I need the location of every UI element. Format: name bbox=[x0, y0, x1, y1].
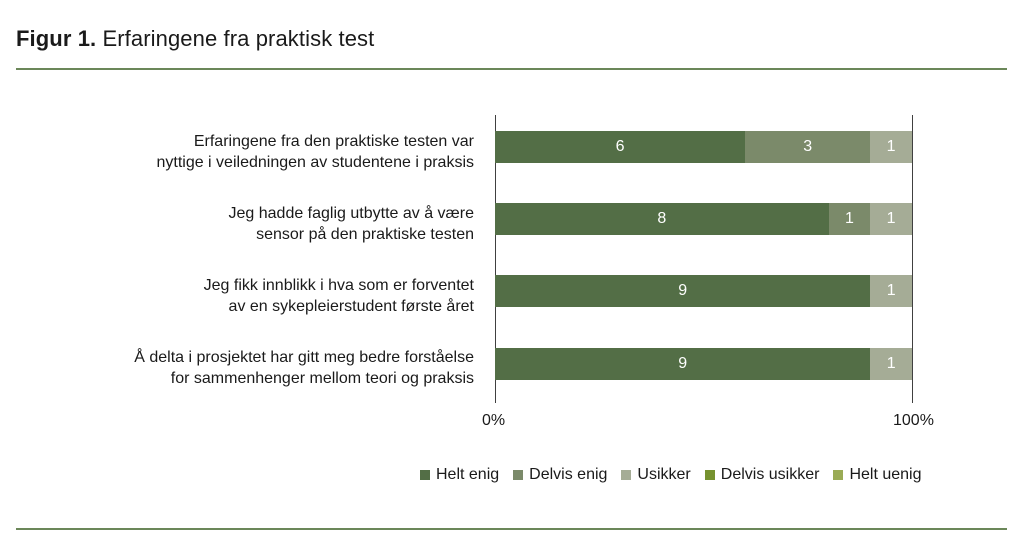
legend-label: Delvis enig bbox=[529, 466, 608, 483]
row-label: Erfaringene fra den praktiske testen var… bbox=[156, 131, 474, 173]
figure-label: Figur 1. bbox=[16, 26, 97, 51]
row-label-line: Jeg hadde faglig utbytte av å være bbox=[228, 205, 475, 222]
figure-title: Figur 1. Erfaringene fra praktisk test bbox=[16, 26, 374, 52]
legend-swatch-icon bbox=[833, 470, 844, 480]
bar-segment: 3 bbox=[745, 131, 871, 163]
row-label: Jeg hadde faglig utbytte av å være senso… bbox=[229, 203, 475, 245]
bar-segment: 1 bbox=[870, 348, 912, 380]
figure-title-text: Erfaringene fra praktisk test bbox=[102, 26, 375, 51]
legend-label: Helt uenig bbox=[849, 466, 922, 483]
legend-swatch-icon bbox=[621, 470, 632, 480]
legend-swatch-icon bbox=[704, 470, 715, 480]
bar-segment: 1 bbox=[870, 131, 912, 163]
bottom-divider bbox=[16, 528, 1007, 530]
axis-line-right bbox=[912, 115, 913, 403]
bar-segment: 1 bbox=[870, 203, 912, 235]
legend-item-delvis-enig: Delvis enig bbox=[513, 466, 607, 484]
axis-line-left bbox=[495, 115, 496, 403]
x-tick-max: 100% bbox=[893, 412, 934, 429]
bar-segment: 8 bbox=[495, 203, 829, 235]
bar-segment: 6 bbox=[495, 131, 746, 163]
bar-segment: 9 bbox=[495, 348, 871, 380]
row-label-line: for sammenhenger mellom teori og praksis bbox=[170, 370, 474, 387]
legend: Helt enig Delvis enig Usikker Delvis usi… bbox=[420, 466, 936, 484]
x-tick-min: 0% bbox=[482, 412, 506, 429]
legend-label: Helt enig bbox=[436, 466, 500, 483]
row-label-line: Erfaringene fra den praktiske testen var bbox=[193, 133, 474, 150]
bar-segment: 1 bbox=[870, 275, 912, 307]
row-label-line: Jeg fikk innblikk i hva som er forventet bbox=[203, 277, 474, 294]
bar-segment: 9 bbox=[495, 275, 871, 307]
legend-item-delvis-usikker: Delvis usikker bbox=[704, 466, 820, 484]
row-label-line: sensor på den praktiske testen bbox=[256, 226, 474, 243]
row-label: Å delta i prosjektet har gitt meg bedre … bbox=[134, 347, 474, 389]
legend-item-helt-uenig: Helt uenig bbox=[833, 466, 922, 484]
legend-item-usikker: Usikker bbox=[621, 466, 691, 484]
legend-label: Delvis usikker bbox=[720, 466, 820, 483]
row-label: Jeg fikk innblikk i hva som er forventet… bbox=[204, 275, 474, 317]
top-divider bbox=[16, 68, 1007, 70]
row-label-line: Å delta i prosjektet har gitt meg bedre … bbox=[134, 349, 474, 366]
row-label-line: nyttige i veiledningen av studentene i p… bbox=[156, 154, 474, 171]
bar-segment: 1 bbox=[828, 203, 871, 235]
legend-swatch-icon bbox=[513, 470, 524, 480]
legend-label: Usikker bbox=[637, 466, 691, 483]
legend-swatch-icon bbox=[420, 470, 430, 480]
row-label-line: av en sykepleierstudent første året bbox=[228, 298, 474, 315]
legend-item-helt-enig: Helt enig bbox=[420, 466, 499, 484]
